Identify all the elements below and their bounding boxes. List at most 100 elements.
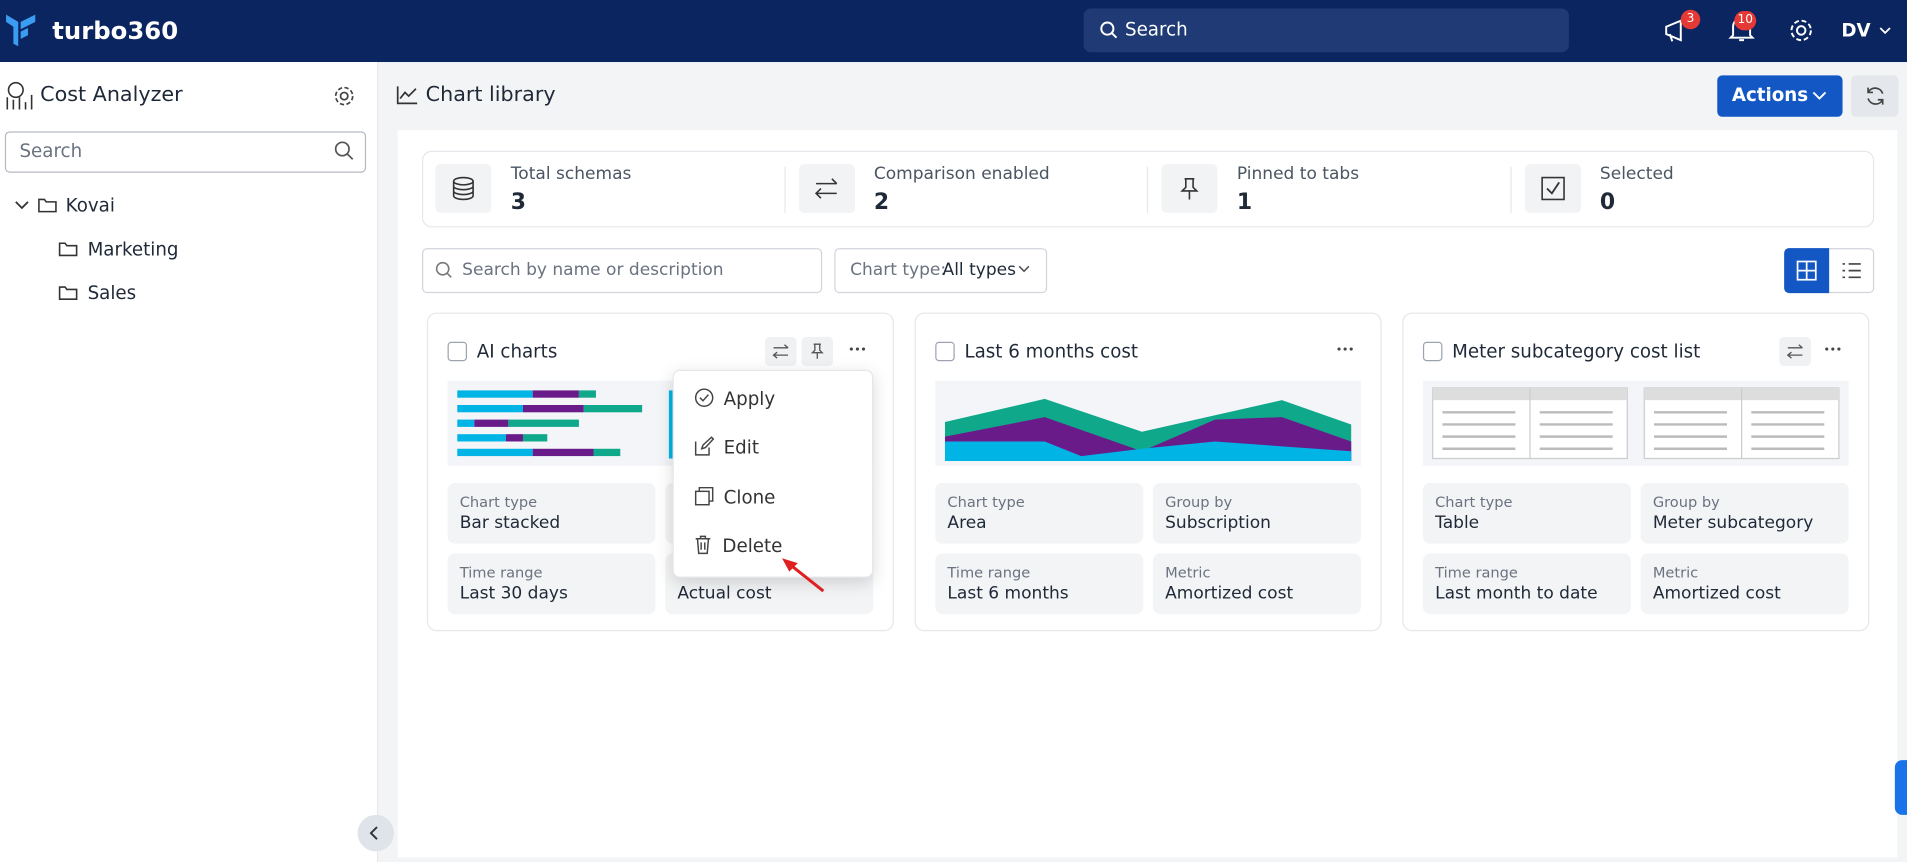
tree-item: Sales xyxy=(87,282,137,305)
field-label: Chart type xyxy=(459,493,538,511)
sidebar-search-placeholder: Search xyxy=(19,139,83,162)
search-icon xyxy=(435,261,452,278)
stat-label: Pinned to tabs xyxy=(1236,164,1360,184)
more-button[interactable] xyxy=(1824,341,1841,358)
field-value: Subscription xyxy=(1165,513,1271,533)
badge xyxy=(1734,10,1757,31)
card-title: AI charts xyxy=(476,340,558,363)
stat-icon xyxy=(452,176,474,201)
chart-search[interactable] xyxy=(422,248,823,294)
chevron xyxy=(369,826,378,840)
compare-icon xyxy=(1786,344,1803,359)
field-box xyxy=(1152,482,1361,544)
pin-button xyxy=(801,336,834,367)
refresh-icon xyxy=(1867,87,1884,105)
menu-icon xyxy=(694,388,714,407)
card-checkbox[interactable] xyxy=(935,341,955,362)
menu-icon xyxy=(694,436,715,456)
settings-icon[interactable] xyxy=(1788,17,1815,44)
menu-item[interactable]: Delete xyxy=(722,534,783,557)
stat-value: 3 xyxy=(510,189,527,216)
field-value: Area xyxy=(947,513,987,533)
announcements-icon[interactable] xyxy=(1664,17,1693,44)
field-value: Meter subcategory xyxy=(1652,513,1814,533)
card-checkbox[interactable] xyxy=(447,341,468,362)
stat-icon-box xyxy=(435,164,492,213)
annotation-arrow xyxy=(782,558,825,593)
global-search-placeholder: Search xyxy=(1124,18,1188,41)
field-label: Group by xyxy=(1165,493,1233,511)
tree-toggle[interactable] xyxy=(15,201,30,211)
field-box xyxy=(447,553,656,615)
field-value: Last 30 days xyxy=(459,583,568,604)
more-button[interactable] xyxy=(1337,341,1354,358)
collapse-button[interactable] xyxy=(357,814,395,852)
actions-label: Actions xyxy=(1731,83,1809,106)
stat-label: Selected xyxy=(1599,164,1674,184)
field-value: Last month to date xyxy=(1435,583,1598,604)
filter-label: Chart type: xyxy=(850,260,947,280)
menu-item[interactable]: Apply xyxy=(723,387,776,410)
sidebar-title: Cost Analyzer xyxy=(40,82,183,108)
field-box xyxy=(935,553,1144,615)
field-label: Metric xyxy=(1165,564,1211,582)
divider xyxy=(1146,166,1149,213)
field-value: Amortized cost xyxy=(1165,583,1294,604)
sidebar-search[interactable] xyxy=(4,131,367,173)
chevron xyxy=(1879,27,1891,35)
card-title: Last 6 months cost xyxy=(964,340,1139,363)
field-box xyxy=(1422,482,1631,544)
divider xyxy=(783,166,786,213)
top-bar xyxy=(0,0,1907,63)
field-label: Time range xyxy=(459,564,543,582)
page-title: Chart library xyxy=(425,82,556,108)
more-button[interactable] xyxy=(849,341,866,358)
stat-icon xyxy=(814,178,837,199)
stat-label: Total schemas xyxy=(510,164,632,184)
field-label: Metric xyxy=(1652,564,1699,582)
field-box xyxy=(1422,553,1631,615)
field-value: Amortized cost xyxy=(1652,583,1781,604)
field-value: Last 6 months xyxy=(947,583,1069,604)
chart-type-filter[interactable] xyxy=(834,248,1048,294)
compare-button xyxy=(764,336,797,367)
chevron xyxy=(1018,265,1030,273)
badge-count: 3 xyxy=(1686,12,1695,26)
menu-item[interactable]: Clone xyxy=(723,485,776,508)
stat-icon-box xyxy=(1161,164,1218,213)
stat-icon xyxy=(1540,176,1565,201)
search-icon xyxy=(1100,21,1118,39)
card-title: Meter subcategory cost list xyxy=(1452,340,1701,363)
card-thumbnail xyxy=(1422,380,1849,466)
sidebar-settings[interactable] xyxy=(333,85,355,107)
stats-bar xyxy=(422,150,1875,228)
field-box xyxy=(447,482,656,544)
stat-value: 1 xyxy=(1236,189,1253,216)
context-menu xyxy=(672,369,874,578)
card-checkbox[interactable] xyxy=(1422,341,1443,362)
tree-item: Kovai xyxy=(65,194,115,217)
side-tab[interactable] xyxy=(1894,760,1907,815)
badge-count: 10 xyxy=(1737,13,1753,27)
stat-value: 0 xyxy=(1599,189,1616,216)
compare-icon xyxy=(772,344,789,359)
refresh-button[interactable] xyxy=(1851,75,1899,117)
brand: turbo360 xyxy=(52,15,179,45)
avatar[interactable]: DV xyxy=(1841,19,1871,42)
search-icon xyxy=(334,141,354,160)
stat-icon-box xyxy=(1524,164,1581,213)
field-value: Bar stacked xyxy=(459,513,561,533)
field-label: Time range xyxy=(1435,564,1518,582)
field-box xyxy=(1640,482,1849,544)
menu-item[interactable]: Edit xyxy=(723,436,759,459)
global-search[interactable] xyxy=(1083,8,1569,53)
card-thumbnail xyxy=(935,380,1361,466)
stat-value: 2 xyxy=(873,189,890,216)
list-view-button[interactable] xyxy=(1841,260,1862,281)
chevron xyxy=(1812,91,1827,100)
field-label: Group by xyxy=(1652,493,1720,511)
tree-item: Marketing xyxy=(87,238,179,261)
divider xyxy=(1509,166,1512,213)
